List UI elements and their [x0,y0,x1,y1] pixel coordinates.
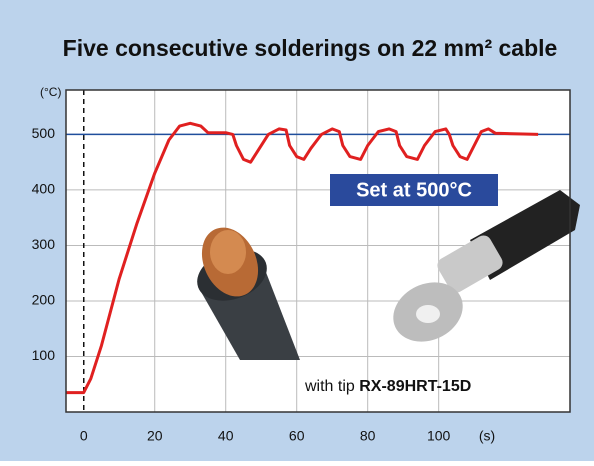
annotation: Set at 500°C [356,179,472,201]
chart: Five consecutive solderings on 22 mm² ca… [0,0,594,461]
page: Five consecutive solderings on 22 mm² ca… [0,0,594,466]
y-tick-label: 200 [32,292,56,308]
x-tick-label: 20 [147,428,163,444]
x-tick-label: 40 [218,428,234,444]
tip-prefix: with tip [304,378,355,395]
chart-title: Five consecutive solderings on 22 mm² ca… [63,35,558,61]
y-unit: (°C) [40,85,61,99]
y-tick-label: 400 [32,181,56,197]
x-unit: (s) [479,428,495,444]
x-tick-label: 60 [289,428,305,444]
tip-name: RX-89HRT-15D [359,378,471,395]
y-tick-label: 300 [32,236,56,252]
x-tick-label: 0 [80,428,88,444]
x-tick-label: 100 [427,428,451,444]
y-tick-label: 500 [32,125,56,141]
y-tick-label: 100 [32,347,56,363]
tip-label: with tip RX-89HRT-15D [304,378,471,395]
x-tick-label: 80 [360,428,376,444]
